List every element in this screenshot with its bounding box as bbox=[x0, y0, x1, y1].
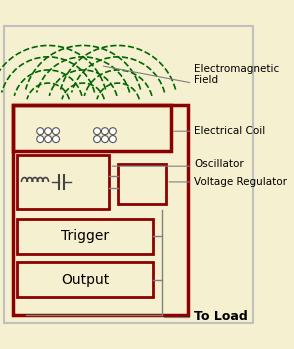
Text: Voltage Regulator: Voltage Regulator bbox=[194, 177, 287, 187]
Text: Electromagnetic
Field: Electromagnetic Field bbox=[194, 64, 279, 85]
Bar bbox=[13, 105, 171, 151]
Text: Trigger: Trigger bbox=[61, 229, 109, 243]
Bar bbox=[118, 164, 166, 204]
Bar bbox=[18, 262, 153, 297]
Text: Electrical Coil: Electrical Coil bbox=[194, 126, 265, 136]
Circle shape bbox=[45, 135, 52, 143]
Circle shape bbox=[37, 128, 44, 135]
Bar bbox=[13, 105, 188, 315]
Circle shape bbox=[37, 135, 44, 143]
Circle shape bbox=[101, 135, 108, 143]
Text: Output: Output bbox=[61, 273, 109, 287]
Bar bbox=[18, 155, 109, 209]
Circle shape bbox=[93, 135, 101, 143]
FancyBboxPatch shape bbox=[4, 26, 253, 323]
Text: Oscillator: Oscillator bbox=[194, 159, 244, 170]
Circle shape bbox=[53, 128, 59, 135]
Bar bbox=[18, 219, 153, 254]
Circle shape bbox=[45, 128, 52, 135]
Circle shape bbox=[109, 135, 116, 143]
Circle shape bbox=[101, 128, 108, 135]
Circle shape bbox=[53, 135, 59, 143]
Circle shape bbox=[109, 128, 116, 135]
Text: To Load: To Load bbox=[194, 310, 248, 323]
Circle shape bbox=[93, 128, 101, 135]
